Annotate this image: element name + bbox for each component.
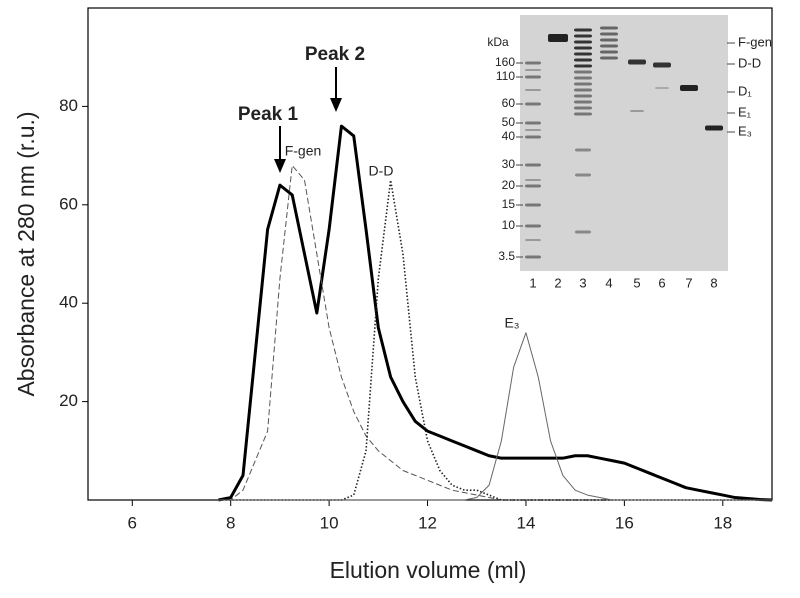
lane-label: 7 bbox=[685, 275, 692, 290]
line-series bbox=[218, 124, 773, 502]
inset-unit: kDa bbox=[487, 35, 509, 49]
gel-band bbox=[574, 100, 592, 104]
gel-band bbox=[574, 112, 592, 116]
gel-band bbox=[600, 32, 618, 36]
lane-label: 5 bbox=[633, 275, 640, 290]
gel-band bbox=[525, 129, 541, 131]
gel-band bbox=[574, 52, 592, 56]
y-tick-label: 20 bbox=[59, 391, 78, 410]
gel-band bbox=[574, 82, 592, 86]
lane-label: 6 bbox=[658, 275, 665, 290]
gel-band bbox=[600, 26, 618, 30]
gel-band bbox=[574, 106, 592, 110]
marker-label: 60 bbox=[502, 96, 516, 110]
marker-label: 40 bbox=[502, 129, 516, 143]
x-tick-label: 14 bbox=[516, 513, 535, 532]
x-tick-label: 6 bbox=[128, 513, 137, 532]
marker-label: 50 bbox=[502, 115, 516, 129]
gel-band bbox=[574, 64, 592, 68]
gel-band bbox=[575, 148, 591, 152]
gel-band bbox=[525, 203, 541, 207]
gel-band bbox=[525, 255, 541, 259]
annotation: Peak 1 bbox=[238, 104, 299, 125]
band-label: E₁ bbox=[738, 104, 752, 119]
marker-label: 3.5 bbox=[498, 249, 515, 263]
gel-band bbox=[680, 85, 698, 91]
gel-band bbox=[655, 87, 669, 89]
x-tick-label: 12 bbox=[418, 513, 437, 532]
gel-band bbox=[548, 34, 568, 42]
gel-band bbox=[574, 70, 592, 74]
lane-label: 1 bbox=[529, 275, 536, 290]
annotation: D-D bbox=[369, 163, 394, 179]
gel-band bbox=[600, 44, 618, 48]
gel-band bbox=[525, 61, 541, 65]
gel-band bbox=[525, 89, 541, 91]
arrow-head bbox=[330, 98, 342, 112]
gel-band bbox=[525, 102, 541, 106]
gel-band bbox=[525, 121, 541, 125]
gel-band bbox=[574, 34, 592, 38]
annotation: Peak 2 bbox=[305, 44, 365, 65]
marker-label: 110 bbox=[496, 69, 515, 83]
gel-band bbox=[600, 56, 618, 60]
band-label: F-gen bbox=[738, 34, 772, 49]
x-axis-label: Elution volume (ml) bbox=[330, 557, 527, 583]
gel-band bbox=[525, 224, 541, 228]
gel-band bbox=[574, 94, 592, 98]
y-axis-label: Absorbance at 280 nm (r.u.) bbox=[13, 111, 39, 396]
marker-label: 10 bbox=[502, 218, 516, 232]
y-tick-label: 60 bbox=[59, 194, 78, 213]
y-tick-label: 40 bbox=[59, 293, 78, 312]
band-label: E₃ bbox=[738, 123, 752, 138]
gel-band bbox=[575, 173, 591, 177]
y-tick-label: 80 bbox=[59, 96, 78, 115]
gel-band bbox=[575, 230, 591, 234]
gel-band bbox=[525, 239, 541, 241]
lane-label: 3 bbox=[579, 275, 586, 290]
band-label: D₁ bbox=[738, 83, 752, 98]
gel-band bbox=[525, 184, 541, 188]
x-tick-label: 16 bbox=[615, 513, 634, 532]
gel-band bbox=[600, 38, 618, 42]
x-tick-label: 10 bbox=[320, 513, 339, 532]
gel-band bbox=[574, 28, 592, 32]
marker-label: 30 bbox=[502, 157, 516, 171]
arrow-head bbox=[274, 159, 286, 173]
marker-label: 160 bbox=[495, 55, 515, 69]
gel bbox=[520, 15, 728, 271]
lane-label: 8 bbox=[710, 275, 717, 290]
annotation: E₃ bbox=[504, 315, 519, 331]
gel-band bbox=[525, 69, 541, 71]
gel-band bbox=[628, 59, 646, 65]
gel-band bbox=[525, 135, 541, 139]
gel-band bbox=[525, 75, 541, 79]
marker-label: 15 bbox=[502, 197, 516, 211]
gel-band bbox=[630, 110, 644, 112]
gel-band bbox=[574, 40, 592, 44]
gel-band bbox=[574, 88, 592, 92]
line-series bbox=[218, 332, 772, 501]
gel-band bbox=[525, 163, 541, 167]
lane-label: 4 bbox=[605, 275, 612, 290]
annotation: F-gen bbox=[285, 143, 322, 159]
gel-band bbox=[574, 76, 592, 80]
lane-label: 2 bbox=[554, 275, 561, 290]
gel-band bbox=[525, 179, 541, 181]
x-tick-label: 18 bbox=[713, 513, 732, 532]
x-tick-label: 8 bbox=[226, 513, 235, 532]
gel-band bbox=[653, 62, 671, 68]
band-label: D-D bbox=[738, 55, 761, 70]
gel-band bbox=[574, 58, 592, 62]
gel-band bbox=[705, 125, 723, 131]
gel-band bbox=[600, 50, 618, 54]
marker-label: 20 bbox=[502, 178, 516, 192]
gel-band bbox=[574, 46, 592, 50]
